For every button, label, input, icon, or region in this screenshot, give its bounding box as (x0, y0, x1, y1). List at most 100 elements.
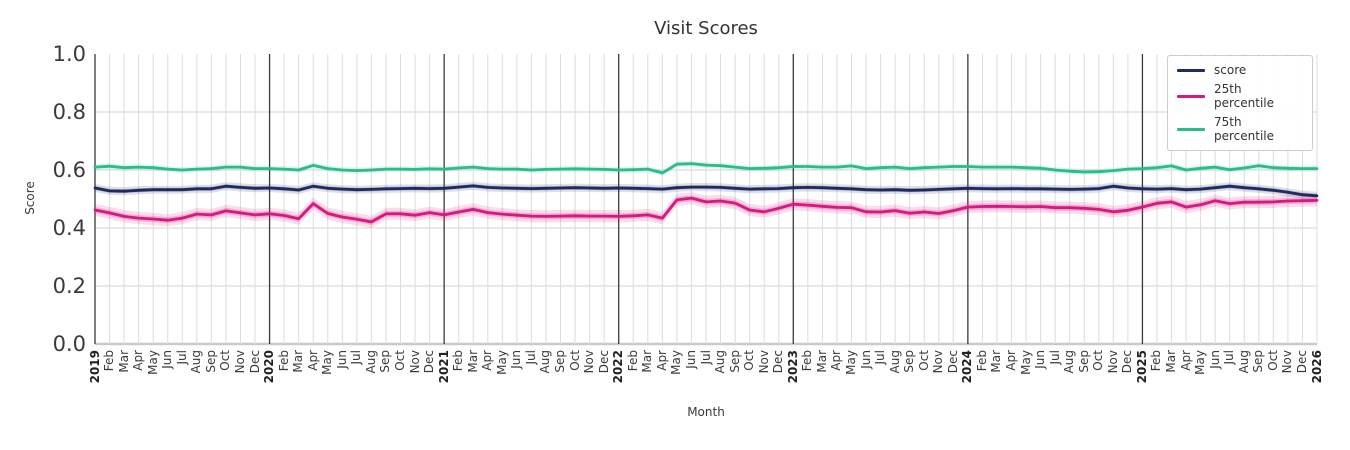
y-tick-label: 0.8 (52, 100, 86, 124)
x-tick-label: Nov (1105, 350, 1120, 374)
x-tick-label: Mar (291, 350, 306, 373)
x-tick-label: Apr (1004, 350, 1018, 371)
x-tick-label: Oct (742, 350, 757, 371)
x-tick-label: Dec (247, 350, 262, 374)
legend-item: score (1177, 63, 1303, 77)
x-tick-label: Dec (945, 350, 960, 374)
x-tick-label: Feb (974, 350, 989, 372)
x-tick-label: Nov (931, 350, 946, 374)
x-tick-label: Sep (203, 350, 218, 373)
score-band (95, 181, 1317, 200)
x-tick-label: May (145, 350, 160, 375)
x-tick-label: 2026 (1309, 350, 1324, 384)
x-tick-label: Mar (116, 350, 131, 373)
x-tick-label: Oct (393, 350, 407, 371)
x-tick-label: Sep (902, 350, 917, 373)
x-tick-label: Oct (916, 350, 931, 371)
x-tick-label: Mar (1164, 350, 1179, 373)
x-tick-label: Aug (713, 350, 728, 374)
legend-label: 25th percentile (1214, 82, 1275, 110)
x-tick-label: Sep (1251, 350, 1266, 373)
x-tick-label: Jun (509, 350, 524, 369)
x-tick-label: May (1018, 350, 1033, 375)
x-tick-label: Apr (654, 350, 669, 371)
x-tick-label: Jun (160, 350, 175, 369)
x-axis-label: Month (687, 405, 725, 419)
x-tick-label: Dec (422, 350, 437, 374)
x-tick-label: Oct (1091, 350, 1106, 371)
x-tick-label: Aug (189, 350, 204, 374)
25th-percentile-line (93, 196, 1319, 224)
x-tick-label: 2025 (1134, 350, 1149, 384)
x-tick-label: Feb (800, 350, 815, 372)
x-tick-label: Dec (771, 350, 786, 374)
x-tick-label: Aug (538, 350, 553, 374)
x-tick-label: Apr (480, 350, 495, 371)
y-axis-label: Score (23, 181, 37, 215)
x-tick-label: 2020 (262, 350, 277, 384)
y-tick-label: 0.2 (52, 274, 86, 298)
score-line (93, 184, 1319, 198)
legend-line-swatch (1177, 127, 1205, 131)
y-tick-label: 0.4 (52, 216, 86, 240)
x-tick-label: 2022 (611, 350, 626, 384)
x-tick-label: Nov (756, 350, 771, 374)
x-tick-label: Sep (1076, 350, 1091, 373)
75th-percentile-line (93, 162, 1319, 175)
x-tick-label: Jun (683, 350, 698, 369)
y-tick-label: 1.0 (52, 42, 86, 66)
x-tick-label: Jun (1207, 350, 1222, 369)
legend-line-swatch (1177, 94, 1205, 98)
x-tick-label: Feb (1149, 350, 1164, 372)
x-tick-label: Mar (640, 350, 655, 373)
x-tick-label: Jul (174, 350, 189, 365)
x-tick-label: Nov (582, 350, 597, 374)
x-tick-label: Feb (102, 350, 117, 372)
x-tick-label: Apr (131, 350, 146, 371)
x-tick-label: May (669, 350, 684, 375)
legend-item: 75th percentile (1177, 115, 1303, 143)
legend-label: score (1214, 63, 1247, 77)
x-tick-label: May (843, 350, 858, 375)
x-tick-label: Feb (625, 350, 640, 372)
x-tick-label: 2021 (436, 350, 451, 384)
x-tick-label: Sep (378, 350, 393, 373)
x-tick-label: Oct (218, 350, 233, 371)
x-tick-label: Sep (553, 350, 568, 373)
x-tick-label: Apr (305, 350, 320, 371)
x-tick-label: Apr (829, 350, 844, 371)
x-tick-label: Oct (567, 350, 582, 371)
x-tick-label: Jun (858, 350, 873, 369)
x-tick-label: Dec (596, 350, 611, 374)
legend-line-swatch (1177, 68, 1205, 72)
25th-percentile-band (95, 192, 1317, 228)
x-tick-label: Aug (887, 350, 902, 374)
x-tick-label: Aug (1062, 350, 1077, 374)
chart-title: Visit Scores (654, 18, 758, 39)
x-tick-label: May (494, 350, 509, 375)
x-tick-label: Feb (451, 350, 466, 372)
x-tick-label: Aug (363, 350, 378, 374)
x-tick-label: Mar (989, 350, 1004, 373)
legend-label: 75th percentile (1214, 115, 1275, 143)
x-tick-label: Sep (727, 350, 742, 373)
legend-item: 25th percentile (1177, 82, 1303, 110)
x-tick-label: Jul (523, 350, 538, 365)
x-tick-label: Jul (1222, 350, 1237, 365)
x-tick-label: Jul (1047, 350, 1062, 365)
x-tick-label: Jul (349, 350, 364, 365)
x-tick-label: 2023 (785, 350, 800, 384)
x-tick-label: Nov (407, 350, 422, 374)
y-tick-label: 0.6 (52, 158, 86, 182)
x-tick-label: Aug (1236, 350, 1251, 374)
x-tick-label: Oct (1265, 350, 1280, 371)
x-tick-label: Dec (1294, 350, 1309, 374)
x-tick-label: Dec (1120, 350, 1135, 374)
x-tick-label: Jul (698, 350, 713, 365)
x-tick-label: Mar (814, 350, 829, 373)
x-tick-label: Nov (1280, 350, 1295, 374)
x-tick-label: 2024 (960, 350, 975, 384)
x-tick-label: May (1193, 350, 1208, 375)
